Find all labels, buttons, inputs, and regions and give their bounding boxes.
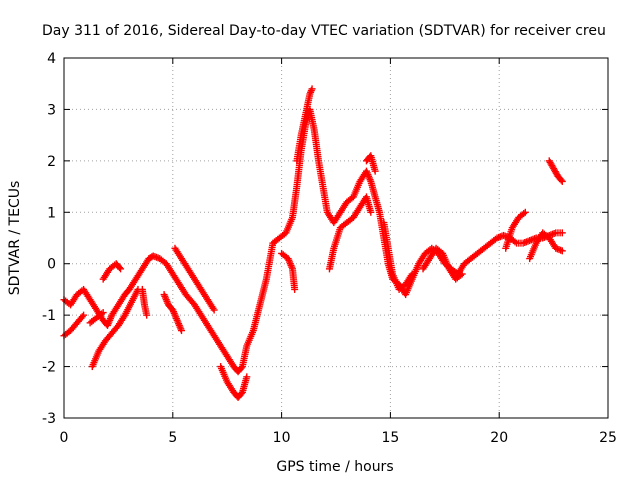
- x-tick-label: 5: [168, 430, 177, 446]
- x-tick-label: 0: [60, 430, 69, 446]
- data-point: [117, 265, 125, 273]
- chart-title: Day 311 of 2016, Sidereal Day-to-day VTE…: [42, 23, 606, 39]
- data-point: [243, 373, 251, 381]
- data-point: [99, 309, 107, 317]
- x-tick-label: 25: [599, 430, 617, 446]
- y-tick-label: -1: [42, 308, 56, 324]
- axes: 0 5 10 15 20 25 -3 -2 -1 0 1 2 3 4: [42, 51, 617, 446]
- data-point: [237, 390, 245, 398]
- y-axis-label: SDTVAR / TECUs: [7, 181, 23, 296]
- data-point: [558, 177, 566, 185]
- data-point: [237, 364, 245, 372]
- data-point: [115, 264, 123, 272]
- data-point: [520, 210, 528, 218]
- y-tick-label: -2: [42, 360, 56, 376]
- data-point: [408, 270, 416, 278]
- y-tick-label: 2: [47, 154, 56, 170]
- plot-frame: [63, 57, 609, 419]
- y-tick-label: 3: [47, 102, 56, 118]
- data-point: [557, 176, 565, 184]
- data-point: [371, 167, 379, 175]
- data-point: [78, 313, 86, 321]
- data-point: [458, 270, 466, 278]
- data-point: [291, 285, 299, 293]
- data-point: [308, 85, 316, 93]
- data-point: [178, 327, 186, 335]
- data-point: [367, 208, 375, 216]
- data-point: [98, 310, 106, 318]
- y-tick-label: 1: [47, 205, 56, 221]
- x-tick-label: 10: [273, 430, 291, 446]
- data-point: [143, 311, 151, 319]
- x-tick-label: 15: [381, 430, 399, 446]
- data-point: [511, 238, 519, 246]
- data-point: [307, 88, 315, 96]
- x-axis-label: GPS time / hours: [276, 459, 393, 475]
- y-tick-label: -3: [42, 411, 56, 427]
- x-tick-label: 20: [490, 430, 508, 446]
- data-point: [558, 229, 566, 237]
- grid: [64, 58, 608, 418]
- data-point: [80, 311, 88, 319]
- data-series: [60, 85, 566, 401]
- data-point: [558, 247, 566, 255]
- data-point: [521, 208, 529, 216]
- y-tick-label: 4: [47, 51, 56, 67]
- data-point: [210, 306, 218, 314]
- y-tick-label: 0: [47, 257, 56, 273]
- data-point: [457, 271, 465, 279]
